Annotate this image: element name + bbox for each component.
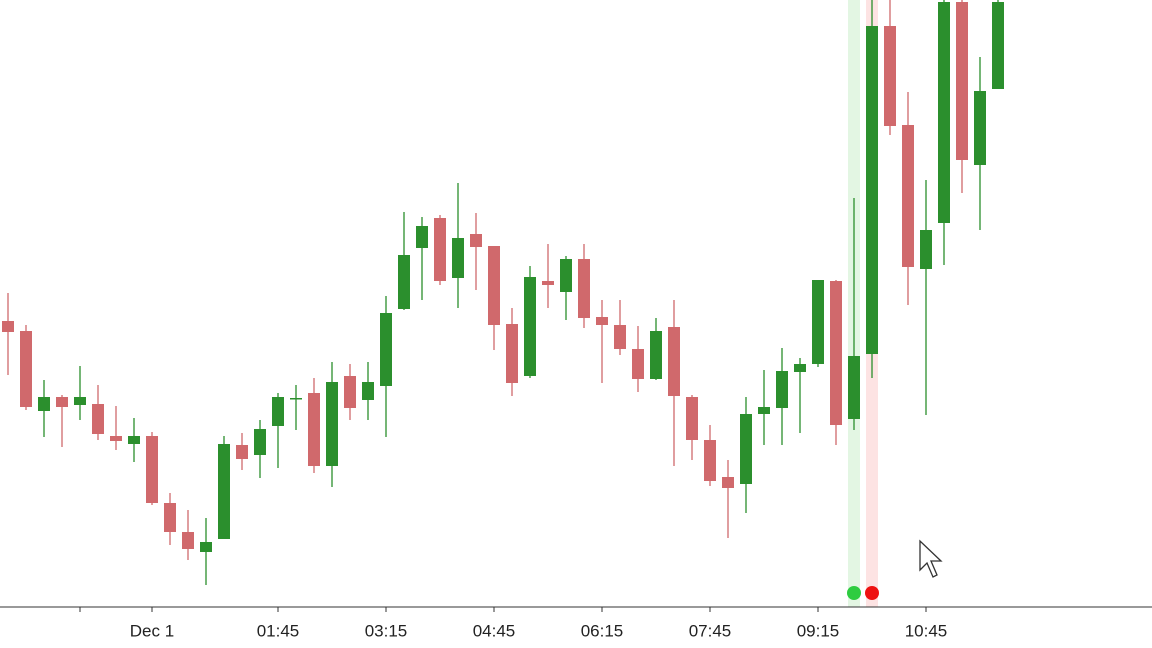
x-tick-label: 06:15 bbox=[581, 621, 624, 640]
x-tick-label: 01:45 bbox=[257, 621, 300, 640]
candle-body bbox=[362, 382, 374, 400]
candle-body bbox=[290, 398, 302, 400]
candle-body bbox=[200, 542, 212, 552]
x-tick-label: 09:15 bbox=[797, 621, 840, 640]
candle-body bbox=[974, 91, 986, 165]
x-tick-label: 04:45 bbox=[473, 621, 516, 640]
candle-body bbox=[686, 397, 698, 440]
candle-body bbox=[992, 2, 1004, 89]
candle-body bbox=[758, 407, 770, 414]
x-tick-label: Dec 1 bbox=[130, 621, 174, 640]
mouse-cursor bbox=[919, 539, 943, 578]
candle-body bbox=[416, 226, 428, 248]
candle-body bbox=[488, 246, 500, 325]
candle-body bbox=[650, 331, 662, 379]
candle-body bbox=[578, 259, 590, 318]
candle-body bbox=[542, 281, 554, 285]
candle-body bbox=[92, 404, 104, 434]
x-tick-label: 07:45 bbox=[689, 621, 732, 640]
candle-body bbox=[146, 436, 158, 503]
candle-body bbox=[254, 429, 266, 455]
sell-signal bbox=[865, 586, 879, 600]
candle-body bbox=[20, 331, 32, 407]
candle-body bbox=[74, 397, 86, 405]
buy-signal bbox=[847, 586, 861, 600]
candle-body bbox=[722, 477, 734, 488]
candle-body bbox=[452, 238, 464, 278]
candle-body bbox=[56, 397, 68, 407]
candle-body bbox=[614, 325, 626, 349]
candle-body bbox=[380, 313, 392, 386]
candle-body bbox=[398, 255, 410, 309]
candle-body bbox=[344, 376, 356, 408]
candle-body bbox=[866, 26, 878, 354]
candle-body bbox=[794, 364, 806, 372]
candle-body bbox=[668, 327, 680, 396]
x-tick-label: 10:45 bbox=[905, 621, 948, 640]
candle-body bbox=[704, 440, 716, 481]
candle-body bbox=[2, 321, 14, 332]
candle-body bbox=[236, 445, 248, 459]
candle-body bbox=[272, 397, 284, 426]
candle-body bbox=[848, 356, 860, 419]
plot-area bbox=[2, 0, 1004, 585]
candle-body bbox=[632, 349, 644, 379]
candle-body bbox=[938, 2, 950, 223]
candle-body bbox=[902, 125, 914, 267]
candle-body bbox=[830, 281, 842, 425]
candle-body bbox=[776, 371, 788, 408]
candle-body bbox=[110, 436, 122, 441]
candle-body bbox=[326, 382, 338, 466]
candle-body bbox=[434, 218, 446, 281]
candle-body bbox=[164, 503, 176, 532]
candle-body bbox=[560, 259, 572, 292]
candle-body bbox=[956, 2, 968, 160]
candle-body bbox=[884, 26, 896, 126]
candle-body bbox=[812, 280, 824, 364]
candle-body bbox=[218, 444, 230, 539]
candle-body bbox=[308, 393, 320, 466]
candle-body bbox=[38, 397, 50, 411]
candle-body bbox=[524, 277, 536, 376]
candle-body bbox=[506, 324, 518, 383]
candle-body bbox=[920, 230, 932, 269]
candle-body bbox=[128, 436, 140, 444]
candle-body bbox=[470, 234, 482, 247]
candle-body bbox=[596, 317, 608, 325]
candle-body bbox=[740, 414, 752, 484]
candle-body bbox=[182, 532, 194, 549]
x-tick-label: 03:15 bbox=[365, 621, 408, 640]
